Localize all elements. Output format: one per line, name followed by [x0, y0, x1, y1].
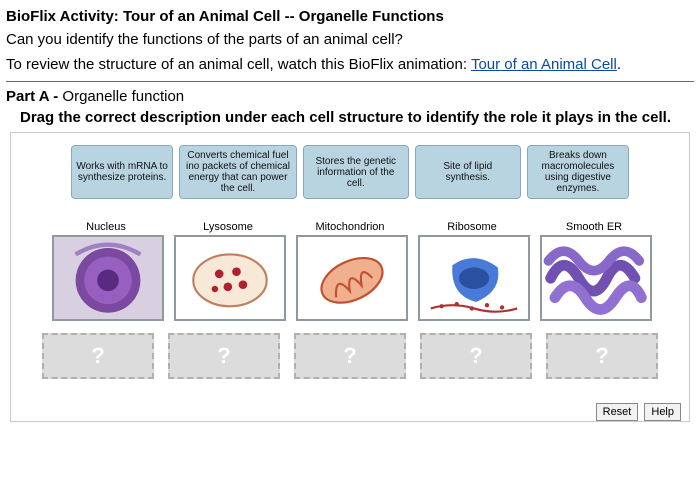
description-chip[interactable]: Site of lipid synthesis. [415, 145, 521, 199]
organelle-image [418, 235, 530, 321]
review-suffix: . [617, 56, 621, 73]
organelle-label: Mitochondrion [296, 221, 404, 233]
drop-zone[interactable]: ? [546, 333, 658, 379]
reset-button[interactable]: Reset [596, 403, 639, 421]
organelle-image [540, 235, 652, 321]
page-title: BioFlix Activity: Tour of an Animal Cell… [6, 8, 694, 25]
organelle-label: Ribosome [418, 221, 526, 233]
part-a-instruction: Drag the correct description under each … [20, 109, 694, 126]
organelle-target: Smooth ER [540, 221, 648, 321]
help-button[interactable]: Help [644, 403, 681, 421]
drop-zone[interactable]: ? [168, 333, 280, 379]
drops-row: ????? [11, 327, 689, 399]
part-a-label: Part A - [6, 88, 58, 105]
part-a-subtitle: Organelle function [58, 88, 184, 105]
organelle-target: Ribosome [418, 221, 526, 321]
organelle-target: Nucleus [52, 221, 160, 321]
review-line: To review the structure of an animal cel… [6, 56, 694, 73]
drop-zone[interactable]: ? [294, 333, 406, 379]
description-chip[interactable]: Works with mRNA to synthesize proteins. [71, 145, 173, 199]
description-chip[interactable]: Stores the genetic information of the ce… [303, 145, 409, 199]
part-a-heading: Part A - Organelle function [6, 88, 694, 105]
organelle-image [296, 235, 408, 321]
drop-zone[interactable]: ? [42, 333, 154, 379]
page-question: Can you identify the functions of the pa… [6, 31, 694, 48]
chips-row: Works with mRNA to synthesize proteins.C… [11, 133, 689, 213]
organelle-image [174, 235, 286, 321]
description-chip[interactable]: Breaks down macromolecules using digesti… [527, 145, 629, 199]
organelle-label: Nucleus [52, 221, 160, 233]
review-prefix: To review the structure of an animal cel… [6, 56, 471, 73]
organelle-label: Lysosome [174, 221, 282, 233]
drop-zone[interactable]: ? [420, 333, 532, 379]
divider [6, 81, 694, 82]
organelle-label: Smooth ER [540, 221, 648, 233]
description-chip[interactable]: Converts chemical fuel ino packets of ch… [179, 145, 297, 199]
organelle-target: Lysosome [174, 221, 282, 321]
review-link[interactable]: Tour of an Animal Cell [471, 56, 617, 73]
organelle-target: Mitochondrion [296, 221, 404, 321]
targets-row: Nucleus Lysosome Mitochondrion Ribosome Smoo… [11, 213, 689, 327]
organelle-image [52, 235, 164, 321]
activity-box: Works with mRNA to synthesize proteins.C… [10, 132, 690, 422]
